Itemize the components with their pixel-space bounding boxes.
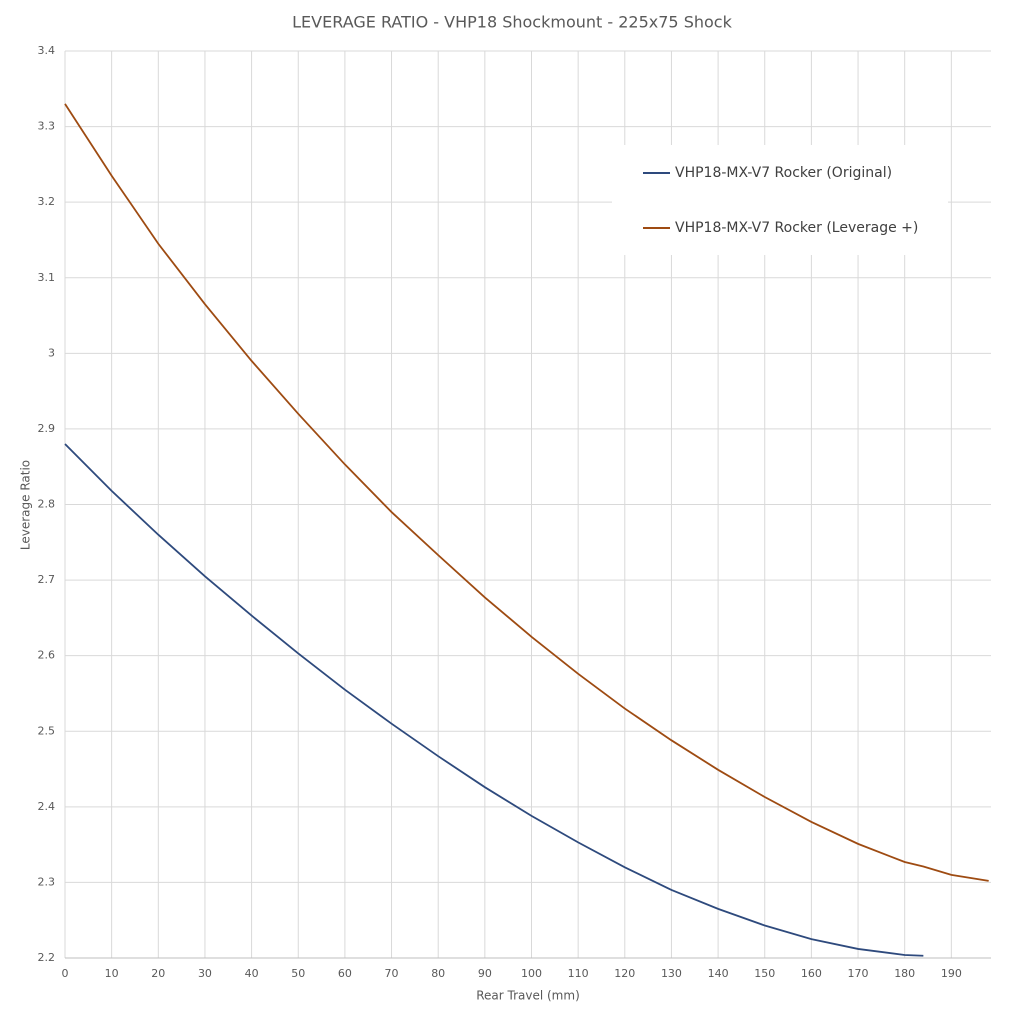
y-tick-label: 2.2 — [38, 951, 56, 964]
x-tick-label: 90 — [478, 967, 492, 980]
x-tick-label: 80 — [431, 967, 445, 980]
x-tick-label: 100 — [521, 967, 542, 980]
legend-box — [612, 145, 948, 255]
y-tick-label: 2.6 — [38, 649, 56, 662]
x-tick-label: 190 — [941, 967, 962, 980]
y-tick-label: 2.5 — [38, 724, 56, 737]
y-tick-label: 2.9 — [38, 422, 56, 435]
y-tick-label: 2.8 — [38, 498, 56, 511]
x-tick-label: 160 — [801, 967, 822, 980]
y-tick-label: 2.3 — [38, 875, 56, 888]
y-tick-label: 3.1 — [38, 271, 56, 284]
y-tick-label: 3.4 — [38, 44, 56, 57]
x-tick-label: 150 — [754, 967, 775, 980]
x-tick-label: 180 — [894, 967, 915, 980]
legend-label: VHP18-MX-V7 Rocker (Original) — [675, 165, 892, 181]
x-tick-label: 30 — [198, 967, 212, 980]
y-tick-label: 3 — [48, 346, 55, 359]
series-line — [64, 443, 924, 957]
x-tick-label: 110 — [568, 967, 589, 980]
x-tick-label: 140 — [708, 967, 729, 980]
x-tick-label: 120 — [614, 967, 635, 980]
x-axis-label: Rear Travel (mm) — [476, 989, 580, 1003]
x-tick-label: 0 — [62, 967, 69, 980]
x-tick-label: 60 — [338, 967, 352, 980]
x-tick-label: 170 — [848, 967, 869, 980]
y-tick-label: 2.4 — [38, 800, 56, 813]
x-tick-label: 130 — [661, 967, 682, 980]
y-tick-label: 3.3 — [38, 120, 56, 133]
x-tick-label: 10 — [105, 967, 119, 980]
series-line — [64, 103, 989, 882]
y-tick-label: 2.7 — [38, 573, 56, 586]
x-tick-label: 40 — [245, 967, 259, 980]
legend-label: VHP18-MX-V7 Rocker (Leverage +) — [675, 220, 918, 236]
y-axis-label: Leverage Ratio — [19, 460, 33, 550]
x-tick-label: 50 — [291, 967, 305, 980]
y-tick-label: 3.2 — [38, 195, 56, 208]
x-tick-label: 70 — [385, 967, 399, 980]
x-tick-label: 20 — [151, 967, 165, 980]
chart-title: LEVERAGE RATIO - VHP18 Shockmount - 225x… — [292, 13, 732, 32]
